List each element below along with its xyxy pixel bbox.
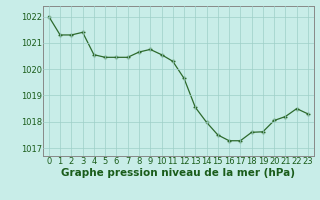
X-axis label: Graphe pression niveau de la mer (hPa): Graphe pression niveau de la mer (hPa) xyxy=(61,168,295,178)
